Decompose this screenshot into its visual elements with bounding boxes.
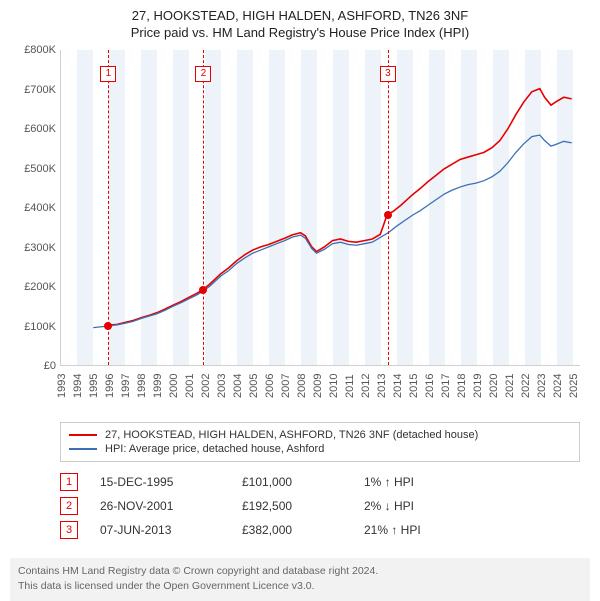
x-axis-label: 2025: [568, 374, 580, 398]
sale-price: £101,000: [242, 475, 342, 489]
legend-row-hpi: HPI: Average price, detached house, Ashf…: [69, 443, 571, 455]
legend-swatch-hpi: [69, 448, 97, 450]
footer-line2: This data is licensed under the Open Gov…: [18, 579, 582, 594]
attribution-footer: Contains HM Land Registry data © Crown c…: [10, 558, 590, 601]
sale-dot: [104, 322, 112, 330]
y-axis-label: £0: [10, 360, 56, 372]
x-axis-label: 2014: [392, 374, 404, 398]
series-hpi: [93, 135, 571, 328]
x-axis-label: 1993: [56, 374, 68, 398]
x-axis-label: 2021: [504, 374, 516, 398]
sale-price: £382,000: [242, 523, 342, 537]
legend-box: 27, HOOKSTEAD, HIGH HALDEN, ASHFORD, TN2…: [60, 422, 580, 462]
x-axis-label: 2002: [200, 374, 212, 398]
sale-badge: 3: [60, 521, 78, 539]
sale-vline: [108, 50, 109, 365]
sales-row: 3 07-JUN-2013 £382,000 21% ↑ HPI: [60, 518, 580, 542]
sale-date: 15-DEC-1995: [100, 475, 220, 489]
x-axis-label: 2001: [184, 374, 196, 398]
x-axis-label: 1997: [120, 374, 132, 398]
footer-line1: Contains HM Land Registry data © Crown c…: [18, 564, 582, 579]
x-axis-label: 1996: [104, 374, 116, 398]
x-axis-label: 2010: [328, 374, 340, 398]
series-price_paid: [109, 89, 572, 326]
y-axis-label: £200K: [10, 281, 56, 293]
x-axis-label: 2004: [232, 374, 244, 398]
sale-marker: 1: [100, 66, 116, 82]
x-axis-label: 2023: [536, 374, 548, 398]
legend-label-price: 27, HOOKSTEAD, HIGH HALDEN, ASHFORD, TN2…: [105, 429, 478, 441]
x-axis-label: 2018: [456, 374, 468, 398]
sales-table: 1 15-DEC-1995 £101,000 1% ↑ HPI 2 26-NOV-2001…: [60, 470, 580, 542]
x-axis-label: 2013: [376, 374, 388, 398]
sales-row: 1 15-DEC-1995 £101,000 1% ↑ HPI: [60, 470, 580, 494]
x-axis-label: 1994: [72, 374, 84, 398]
x-axis-label: 2012: [360, 374, 372, 398]
sale-dot: [199, 286, 207, 294]
sale-vline: [203, 50, 204, 365]
y-axis-label: £800K: [10, 44, 56, 56]
legend-row-price: 27, HOOKSTEAD, HIGH HALDEN, ASHFORD, TN2…: [69, 429, 571, 441]
x-axis-label: 1999: [152, 374, 164, 398]
sale-marker: 2: [195, 66, 211, 82]
chart-area: 1 2 3 £0 £100K £200K £300K £400K £500K £600K £700…: [10, 46, 590, 416]
sales-row: 2 26-NOV-2001 £192,500 2% ↓ HPI: [60, 494, 580, 518]
legend-label-hpi: HPI: Average price, detached house, Ashf…: [105, 443, 324, 455]
sale-badge: 1: [60, 473, 78, 491]
x-axis-label: 2009: [312, 374, 324, 398]
sale-marker: 3: [380, 66, 396, 82]
y-axis-label: £700K: [10, 84, 56, 96]
x-axis-label: 2020: [488, 374, 500, 398]
plot-region: 1 2 3: [60, 50, 580, 366]
x-axis-label: 2019: [472, 374, 484, 398]
x-axis-label: 2008: [296, 374, 308, 398]
sale-date: 26-NOV-2001: [100, 499, 220, 513]
x-axis-label: 2024: [552, 374, 564, 398]
y-axis-label: £300K: [10, 242, 56, 254]
x-axis-label: 1995: [88, 374, 100, 398]
title-address: 27, HOOKSTEAD, HIGH HALDEN, ASHFORD, TN2…: [10, 8, 590, 23]
sale-badge: 2: [60, 497, 78, 515]
legend-swatch-price: [69, 434, 97, 436]
title-subtitle: Price paid vs. HM Land Registry's House …: [10, 25, 590, 40]
sale-vline: [388, 50, 389, 365]
x-axis-label: 2005: [248, 374, 260, 398]
chart-title: 27, HOOKSTEAD, HIGH HALDEN, ASHFORD, TN2…: [10, 8, 590, 40]
chart-lines: [61, 50, 580, 365]
x-axis-label: 2011: [344, 374, 356, 398]
sale-price: £192,500: [242, 499, 342, 513]
y-axis-label: £500K: [10, 163, 56, 175]
x-axis-label: 2003: [216, 374, 228, 398]
sale-date: 07-JUN-2013: [100, 523, 220, 537]
x-axis-label: 2022: [520, 374, 532, 398]
x-axis-label: 2016: [424, 374, 436, 398]
y-axis-label: £100K: [10, 321, 56, 333]
x-axis-label: 2006: [264, 374, 276, 398]
x-axis-label: 2017: [440, 374, 452, 398]
y-axis-label: £400K: [10, 202, 56, 214]
x-axis-label: 2007: [280, 374, 292, 398]
sale-hpi-delta: 21% ↑ HPI: [364, 523, 484, 537]
sale-hpi-delta: 1% ↑ HPI: [364, 475, 484, 489]
x-axis-label: 1998: [136, 374, 148, 398]
x-axis-label: 2000: [168, 374, 180, 398]
y-axis-label: £600K: [10, 123, 56, 135]
sale-dot: [384, 211, 392, 219]
sale-hpi-delta: 2% ↓ HPI: [364, 499, 484, 513]
x-axis-label: 2015: [408, 374, 420, 398]
